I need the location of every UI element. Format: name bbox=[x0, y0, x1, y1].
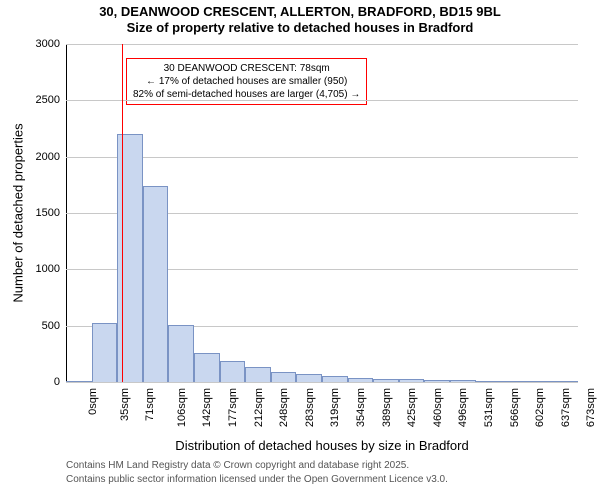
annotation-line-3: 82% of semi-detached houses are larger (… bbox=[133, 88, 360, 101]
x-axis-label: Distribution of detached houses by size … bbox=[175, 438, 468, 453]
xtick-label: 177sqm bbox=[227, 388, 239, 427]
footer-line-1: Contains HM Land Registry data © Crown c… bbox=[66, 460, 409, 471]
histogram-bar bbox=[92, 323, 118, 382]
ytick-label: 500 bbox=[42, 320, 66, 332]
ytick-label: 1000 bbox=[36, 263, 66, 275]
xtick-label: 425sqm bbox=[406, 388, 418, 427]
ytick-label: 3000 bbox=[36, 38, 66, 50]
y-axis-label: Number of detached properties bbox=[11, 123, 26, 302]
xtick-label: 673sqm bbox=[586, 388, 598, 427]
xtick-label: 637sqm bbox=[560, 388, 572, 427]
histogram-bar bbox=[373, 379, 399, 382]
xtick-label: 389sqm bbox=[381, 388, 393, 427]
ytick-label: 2500 bbox=[36, 94, 66, 106]
histogram-bar bbox=[245, 367, 271, 382]
ytick-label: 1500 bbox=[36, 207, 66, 219]
xtick-label: 283sqm bbox=[304, 388, 316, 427]
histogram-bar bbox=[450, 380, 476, 382]
grid-line bbox=[66, 100, 578, 101]
xtick-label: 566sqm bbox=[509, 388, 521, 427]
xtick-label: 35sqm bbox=[119, 388, 131, 421]
chart-container: 30, DEANWOOD CRESCENT, ALLERTON, BRADFOR… bbox=[0, 0, 600, 500]
histogram-bar bbox=[348, 378, 374, 383]
grid-line bbox=[66, 157, 578, 158]
xtick-label: 602sqm bbox=[534, 388, 546, 427]
xtick-label: 460sqm bbox=[432, 388, 444, 427]
histogram-bar bbox=[143, 186, 169, 382]
chart-title-1: 30, DEANWOOD CRESCENT, ALLERTON, BRADFOR… bbox=[0, 0, 600, 20]
xtick-label: 319sqm bbox=[330, 388, 342, 427]
histogram-bar bbox=[527, 381, 553, 382]
histogram-bar bbox=[424, 380, 450, 382]
grid-line bbox=[66, 44, 578, 45]
plot-area: 30 DEANWOOD CRESCENT: 78sqm ← 17% of det… bbox=[66, 44, 578, 382]
ytick-label: 0 bbox=[54, 376, 66, 388]
histogram-bar bbox=[194, 353, 220, 382]
histogram-bar bbox=[501, 381, 527, 382]
histogram-bar bbox=[220, 361, 246, 382]
xtick-label: 212sqm bbox=[253, 388, 265, 427]
histogram-bar bbox=[296, 374, 322, 382]
chart-title-2: Size of property relative to detached ho… bbox=[0, 20, 600, 36]
histogram-bar bbox=[117, 134, 143, 382]
histogram-bar bbox=[399, 379, 425, 382]
xtick-label: 248sqm bbox=[278, 388, 290, 427]
annotation-line-2: ← 17% of detached houses are smaller (95… bbox=[133, 75, 360, 88]
xtick-label: 496sqm bbox=[458, 388, 470, 427]
histogram-bar bbox=[322, 376, 348, 382]
xtick-label: 106sqm bbox=[176, 388, 188, 427]
grid-line bbox=[66, 382, 578, 383]
histogram-bar bbox=[476, 381, 502, 382]
marker-line bbox=[122, 44, 123, 382]
footer-line-2: Contains public sector information licen… bbox=[66, 474, 448, 485]
histogram-bar bbox=[66, 381, 92, 382]
xtick-label: 0sqm bbox=[87, 388, 99, 415]
annotation-line-1: 30 DEANWOOD CRESCENT: 78sqm bbox=[133, 62, 360, 75]
xtick-label: 531sqm bbox=[483, 388, 495, 427]
xtick-label: 142sqm bbox=[202, 388, 214, 427]
xtick-label: 71sqm bbox=[144, 388, 156, 421]
histogram-bar bbox=[552, 381, 578, 382]
xtick-label: 354sqm bbox=[355, 388, 367, 427]
histogram-bar bbox=[168, 325, 194, 382]
histogram-bar bbox=[271, 372, 297, 382]
ytick-label: 2000 bbox=[36, 151, 66, 163]
annotation-box: 30 DEANWOOD CRESCENT: 78sqm ← 17% of det… bbox=[126, 58, 367, 105]
